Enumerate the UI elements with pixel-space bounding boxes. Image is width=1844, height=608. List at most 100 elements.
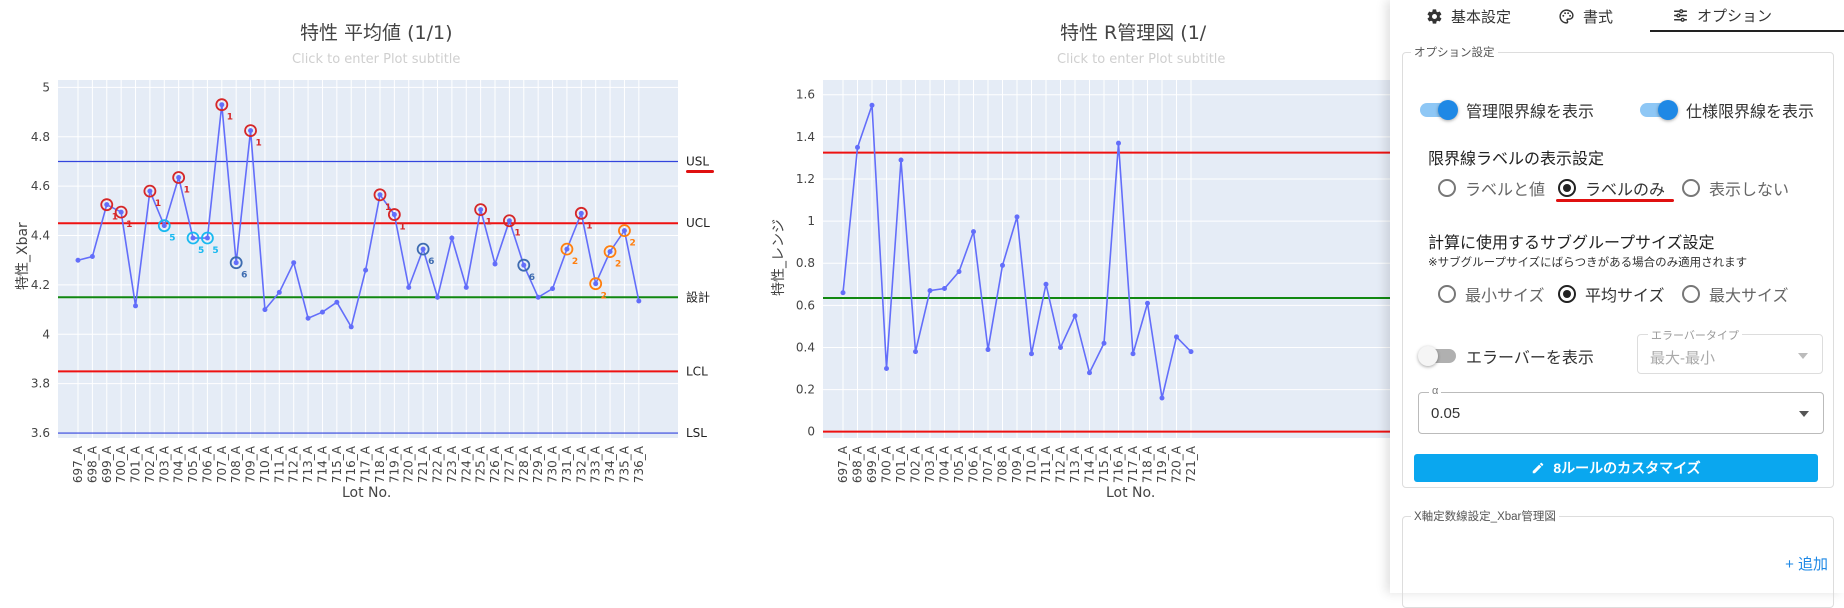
radio-label-only[interactable]: ラベルのみ xyxy=(1558,176,1665,200)
y-tick-label: 0 xyxy=(807,425,815,439)
data-point xyxy=(75,257,81,263)
data-point xyxy=(1159,395,1165,401)
control-limit-switch[interactable] xyxy=(1420,100,1458,120)
x-tick-label: 720_A xyxy=(1170,445,1184,483)
data-point xyxy=(1014,214,1020,220)
errorbar-switch[interactable] xyxy=(1418,346,1456,366)
chevron-down-icon xyxy=(1799,411,1809,417)
x-tick-label: 707_A xyxy=(215,445,229,483)
data-point xyxy=(985,347,991,353)
x-axis-constant-fieldset: X軸定数線設定_Xbar管理図 xyxy=(1402,508,1834,608)
range-chart-subtitle[interactable]: Click to enter Plot subtitle xyxy=(1057,52,1226,67)
data-point xyxy=(319,309,325,315)
xbar-chart-subtitle[interactable]: Click to enter Plot subtitle xyxy=(292,52,461,67)
tab-options[interactable]: オプション xyxy=(1650,0,1844,32)
radio-label-only-text: ラベルのみ xyxy=(1585,182,1666,199)
y-tick-label: 1 xyxy=(807,214,815,228)
x-tick-label: 709_A xyxy=(1010,445,1024,483)
radio-max-size-text: 最大サイズ xyxy=(1709,288,1789,305)
data-point xyxy=(1000,262,1005,268)
violation-marker xyxy=(373,188,387,202)
violation-rule-label: 5 xyxy=(198,246,204,256)
data-point xyxy=(1130,351,1136,357)
options-legend: オプション設定 xyxy=(1411,44,1498,60)
errorbar-toggle[interactable]: エラーバーを表示 xyxy=(1418,344,1594,368)
range-chart-title: 特性 R管理図 (1/ xyxy=(1060,22,1207,44)
data-point xyxy=(535,294,541,300)
x-tick-label: 700_A xyxy=(114,445,128,483)
customize-rules-button[interactable]: 8ルールのカスタマイズ xyxy=(1414,454,1818,482)
data-point xyxy=(204,235,210,241)
x-tick-label: 701_A xyxy=(129,445,143,483)
violation-rule-label: 1 xyxy=(256,139,262,149)
violation-marker xyxy=(589,277,603,291)
y-tick-label: 0.6 xyxy=(796,298,815,312)
x-tick-label: 714_A xyxy=(315,445,329,483)
radio-max-size[interactable]: 最大サイズ xyxy=(1682,282,1789,306)
x-tick-label: 703_A xyxy=(923,445,937,483)
data-point xyxy=(913,349,918,355)
violation-marker xyxy=(100,198,114,212)
tab-basic-settings[interactable]: 基本設定 xyxy=(1426,0,1511,32)
x-tick-label: 704_A xyxy=(938,445,952,483)
radio-min-size[interactable]: 最小サイズ xyxy=(1438,282,1545,306)
chevron-down-icon xyxy=(1798,353,1808,359)
data-point xyxy=(1188,349,1194,355)
y-tick-label: 4.4 xyxy=(31,229,50,243)
data-point xyxy=(334,299,340,305)
violation-rule-label: 1 xyxy=(514,229,520,239)
data-point xyxy=(89,254,95,260)
alpha-value: 0.05 xyxy=(1431,405,1461,422)
radio-mean-size[interactable]: 平均サイズ xyxy=(1558,282,1665,306)
data-point xyxy=(521,262,527,268)
data-point xyxy=(898,157,904,163)
x-tick-label: 705_A xyxy=(186,445,200,483)
x-tick-label: 704_A xyxy=(172,445,186,483)
x-axis-constant-legend: X軸定数線設定_Xbar管理図 xyxy=(1411,508,1559,524)
x-tick-label: 736_A xyxy=(632,445,646,483)
x-tick-label: 721_A xyxy=(1184,445,1198,483)
x-tick-label: 729_A xyxy=(531,445,545,483)
violation-rule-label: 2 xyxy=(615,260,621,270)
errorbar-type-value: 最大-最小 xyxy=(1650,350,1715,367)
radio-min-size-text: 最小サイズ xyxy=(1465,288,1545,305)
data-point xyxy=(971,229,976,235)
plot-area xyxy=(58,80,678,438)
tab-basic-settings-label: 基本設定 xyxy=(1451,8,1512,26)
x-tick-label: 730_A xyxy=(546,445,560,483)
pencil-icon xyxy=(1533,462,1544,474)
radio-mean-size-text: 平均サイズ xyxy=(1585,288,1665,305)
spec-limit-toggle[interactable]: 仕様限界線を表示 xyxy=(1640,98,1814,122)
palette-icon xyxy=(1559,8,1574,24)
violation-marker xyxy=(574,206,588,220)
radio-hide-label[interactable]: 表示しない xyxy=(1682,176,1789,200)
x-tick-label: 722_A xyxy=(431,445,445,483)
options-fieldset: オプション設定 xyxy=(1402,44,1834,488)
violation-marker xyxy=(201,231,214,245)
violation-marker xyxy=(215,98,229,112)
alpha-select[interactable]: α 0.05 xyxy=(1418,385,1824,434)
x-tick-label: 718_A xyxy=(1141,445,1155,483)
x-tick-label: 698_A xyxy=(85,445,99,483)
y-tick-label: 4.6 xyxy=(31,179,50,193)
radio-label-and-value[interactable]: ラベルと値 xyxy=(1438,176,1545,200)
spec-limit-switch[interactable] xyxy=(1640,100,1678,120)
data-point xyxy=(377,192,383,198)
x-tick-label: 714_A xyxy=(1083,445,1097,483)
add-constant-line-button[interactable]: + 追加 xyxy=(1785,556,1828,573)
xbar-x-axis-title: Lot No. xyxy=(342,485,392,501)
data-point xyxy=(506,218,512,224)
data-point xyxy=(884,366,889,372)
data-point xyxy=(492,261,498,267)
data-point xyxy=(233,260,239,266)
violation-marker xyxy=(387,208,401,221)
errorbar-type-select[interactable]: エラーバータイプ 最大-最小 xyxy=(1637,327,1823,374)
x-tick-label: 715_A xyxy=(1097,445,1111,483)
x-tick-label: 725_A xyxy=(474,445,488,483)
x-tick-label: 697_A xyxy=(71,445,85,483)
data-point xyxy=(578,210,584,216)
tab-format[interactable]: 書式 xyxy=(1558,0,1613,32)
control-limit-toggle[interactable]: 管理限界線を表示 xyxy=(1420,98,1594,122)
x-tick-label: 706_A xyxy=(967,445,981,483)
data-point xyxy=(607,249,613,255)
